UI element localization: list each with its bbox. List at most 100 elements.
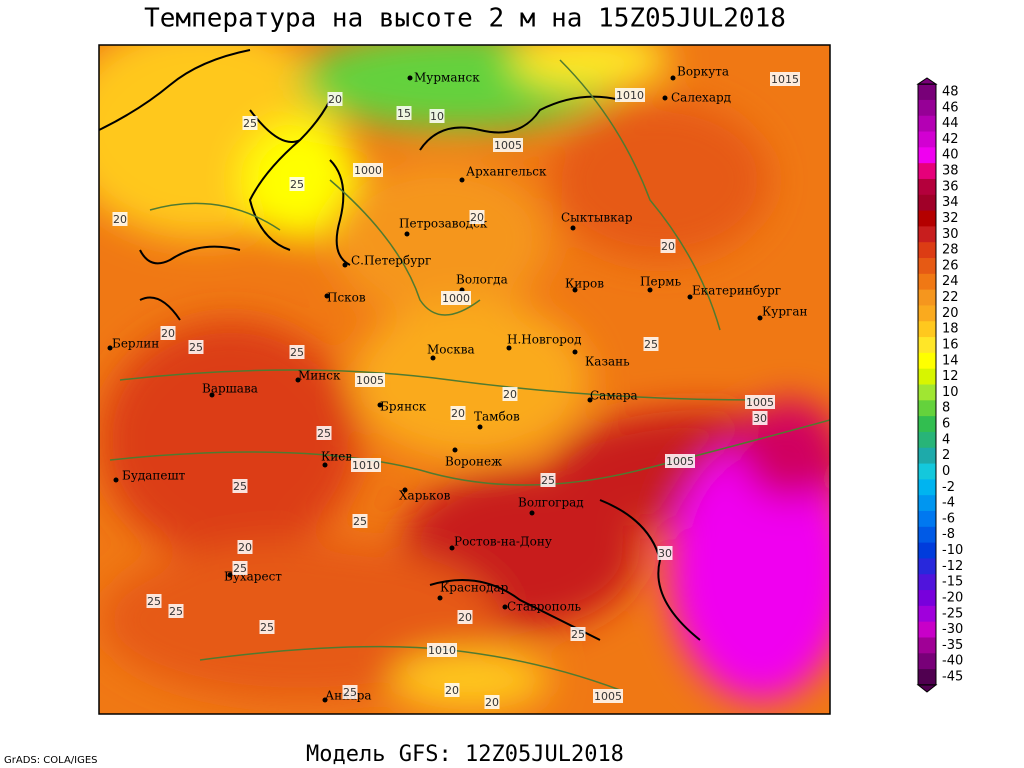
colorbar-swatch <box>918 84 936 101</box>
contour-label-box <box>502 387 518 401</box>
colorbar-label: -35 <box>942 638 963 653</box>
city-label: Ставрополь <box>507 600 581 614</box>
colorbar-swatch <box>918 178 936 196</box>
isotherm-label: 25 <box>571 628 585 641</box>
contour-label-box <box>540 473 556 487</box>
contour-label-box <box>427 643 457 657</box>
city-dot <box>502 604 508 610</box>
colorbar-swatch <box>918 463 936 480</box>
map-title: Температура на высоте 2 м на 15Z05JUL201… <box>144 4 786 34</box>
colorbar-label: 48 <box>942 85 959 100</box>
colorbar-swatch <box>918 258 936 275</box>
contour-label-box <box>429 109 445 123</box>
city-dot <box>227 572 233 578</box>
colorbar-label: -25 <box>942 606 963 621</box>
colorbar-label: 44 <box>942 116 959 131</box>
isotherm-label: 20 <box>485 696 499 709</box>
city-label: Пермь <box>640 275 682 289</box>
city-label: Казань <box>585 355 630 369</box>
contour-label-box <box>232 479 248 493</box>
city-label: Самара <box>590 389 638 403</box>
contour-label-box <box>237 540 253 554</box>
isotherm-label: 25 <box>260 621 274 634</box>
isotherm-label: 25 <box>169 605 183 618</box>
colorbar-swatch <box>918 305 936 322</box>
colorbar-label: 46 <box>942 100 959 115</box>
city-label: Брянск <box>380 400 427 414</box>
colorbar-swatch <box>918 400 936 417</box>
city-label: Екатеринбург <box>692 284 781 298</box>
colorbar-swatch <box>918 653 936 670</box>
isobar-label: 1010 <box>352 459 380 472</box>
contour-label-box <box>289 177 305 191</box>
isotherm-label: 20 <box>503 388 517 401</box>
contour-label-box <box>493 138 523 152</box>
colorbar-swatch <box>918 321 936 338</box>
colorbar-label: -8 <box>942 527 955 542</box>
city-label: Тамбов <box>474 410 520 424</box>
city-dot <box>322 462 328 468</box>
contour-label-box <box>593 689 623 703</box>
isobar-label: 1015 <box>771 73 799 86</box>
city-label: Мурманск <box>414 71 480 85</box>
isobar-label: 1000 <box>354 164 382 177</box>
colorbar-swatch <box>918 273 936 291</box>
colorbar-label: -30 <box>942 622 963 637</box>
isotherm-label: 25 <box>290 346 304 359</box>
isotherm-label: 25 <box>317 427 331 440</box>
colorbar-swatch <box>918 495 936 512</box>
contour-label-box <box>188 340 204 354</box>
city-dot <box>529 510 535 516</box>
colorbar-swatch <box>918 99 936 117</box>
contour-label-box <box>355 373 385 387</box>
colorbar-swatch <box>918 210 936 227</box>
colorbar-swatch <box>918 637 936 654</box>
contour-label-box <box>342 685 358 699</box>
isobar-label: 1010 <box>616 89 644 102</box>
contour-label-box <box>752 411 768 425</box>
contour-label-box <box>745 395 775 409</box>
city-label: Салехард <box>671 91 731 105</box>
contour-label-box <box>770 72 800 86</box>
colorbar-bottom-arrow <box>916 684 938 693</box>
colorbar-label: 4 <box>942 432 950 447</box>
colorbar-swatch <box>918 163 936 180</box>
city-dot <box>459 177 465 183</box>
colorbar-label: 26 <box>942 258 959 273</box>
colorbar-label: 20 <box>942 306 959 321</box>
city-label: Воронеж <box>445 455 502 469</box>
contour-label-box <box>351 458 381 472</box>
map-frame <box>98 44 831 715</box>
colorbar-label: -10 <box>942 543 963 558</box>
city-label: Архангельск <box>466 165 547 179</box>
temperature-field <box>99 45 830 714</box>
colorbar-label: 14 <box>942 353 959 368</box>
contour-label-box <box>352 514 368 528</box>
city-dot <box>452 447 458 453</box>
colorbar-swatch <box>918 590 936 607</box>
city-dot <box>437 595 443 601</box>
isotherm-label: 20 <box>445 684 459 697</box>
colorbar-label: 0 <box>942 464 950 479</box>
colorbar-label: 16 <box>942 337 959 352</box>
isotherm-label: 25 <box>541 474 555 487</box>
colorbar-label: -40 <box>942 654 963 669</box>
city-label: Курган <box>762 305 807 319</box>
city-dot <box>404 231 410 237</box>
contour-label-box <box>232 561 248 575</box>
city-label: Киров <box>565 277 604 291</box>
city-label: С.Петербург <box>351 254 431 268</box>
contour-label-box <box>168 604 184 618</box>
city-dot <box>757 315 763 321</box>
city-dot <box>107 345 113 351</box>
colorbar-swatch <box>918 605 936 623</box>
city-dot <box>430 355 436 361</box>
city-dot <box>295 377 301 383</box>
contour-label-box <box>441 291 471 305</box>
isotherm-label: 20 <box>451 407 465 420</box>
isotherm-label: 25 <box>243 117 257 130</box>
colorbar-label: -45 <box>942 670 963 685</box>
city-label: Москва <box>427 343 475 357</box>
colorbar-swatch <box>918 431 936 449</box>
colorbar-swatch <box>918 479 936 496</box>
